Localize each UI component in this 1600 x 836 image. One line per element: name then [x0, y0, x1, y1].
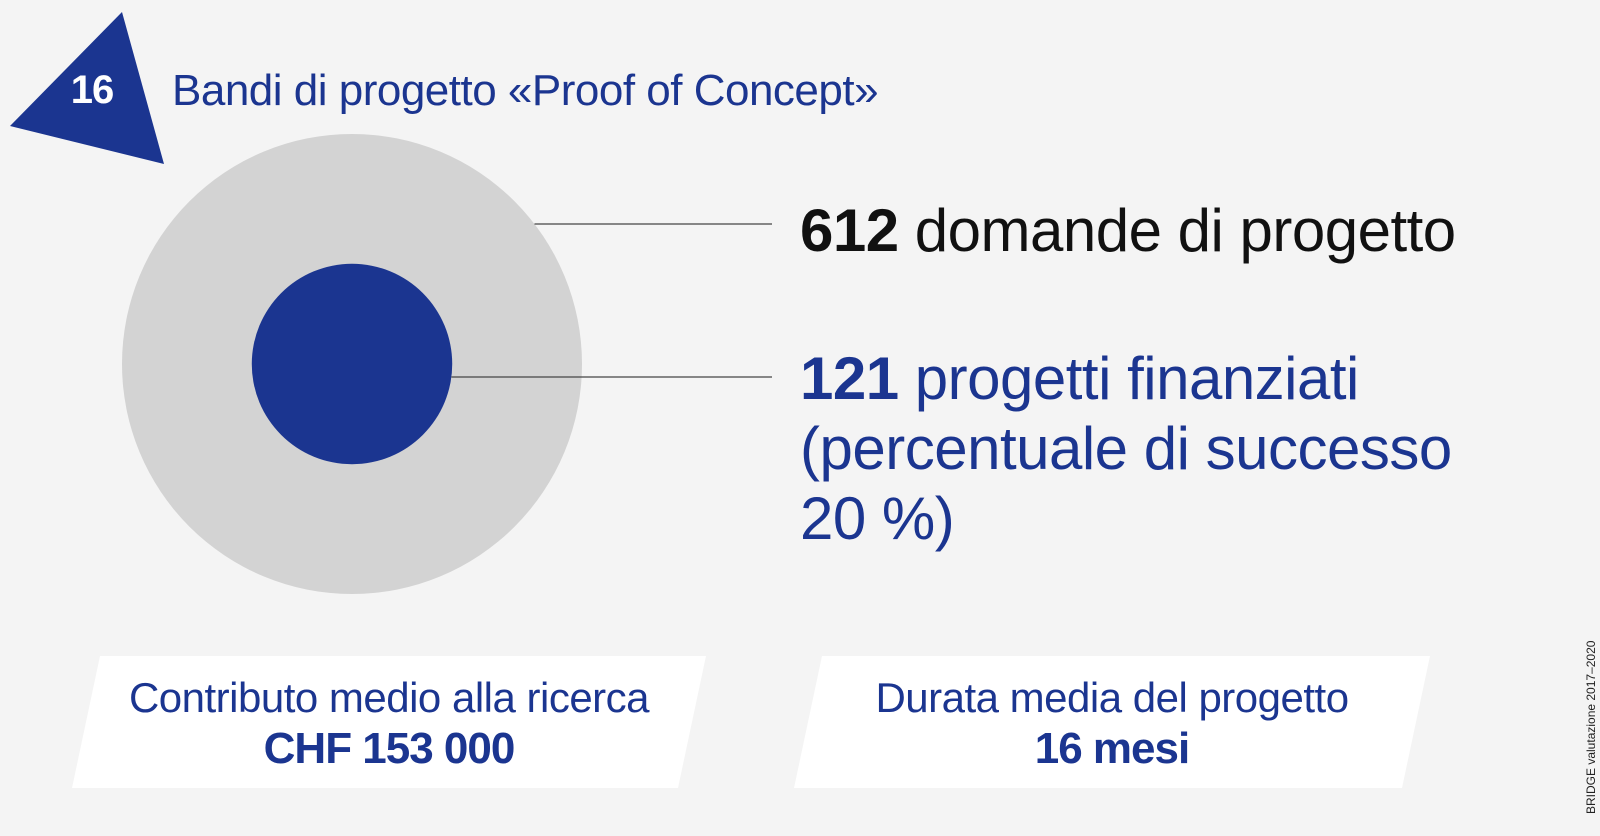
stat-applications-number: 612: [800, 197, 899, 264]
source-note: BRIDGE valutazione 2017–2020: [1584, 640, 1598, 814]
info-box-label: Durata media del progetto: [875, 674, 1349, 721]
info-box-average-duration: Durata media del progetto 16 mesi: [794, 656, 1430, 788]
stat-applications: 612 domande di progetto: [800, 196, 1456, 265]
inner-circle-funded: [251, 263, 453, 465]
info-box-value: 16 mesi: [1034, 724, 1190, 773]
stat-success-rate-line1: (percentuale di successo: [800, 415, 1452, 482]
info-box-shape: [794, 656, 1430, 788]
stat-success-rate-line2: 20 %): [800, 485, 955, 552]
badge-triangle: [10, 12, 164, 164]
info-box-shape: [72, 656, 706, 788]
info-box-value: CHF 153 000: [263, 724, 516, 773]
info-box-average-contribution: Contributo medio alla ricerca CHF 153 00…: [72, 656, 706, 788]
stat-applications-label: domande di progetto: [898, 197, 1456, 264]
info-box-label: Contributo medio alla ricerca: [128, 674, 650, 721]
badge-number: 16: [70, 68, 115, 112]
stat-funded: 121 progetti finanziati (percentuale di …: [800, 344, 1452, 554]
stat-funded-number: 121: [800, 345, 899, 412]
stat-funded-label: progetti finanziati: [898, 345, 1360, 412]
nested-circle-chart: [122, 134, 772, 594]
page-title: Bandi di progetto «Proof of Concept»: [172, 66, 879, 115]
